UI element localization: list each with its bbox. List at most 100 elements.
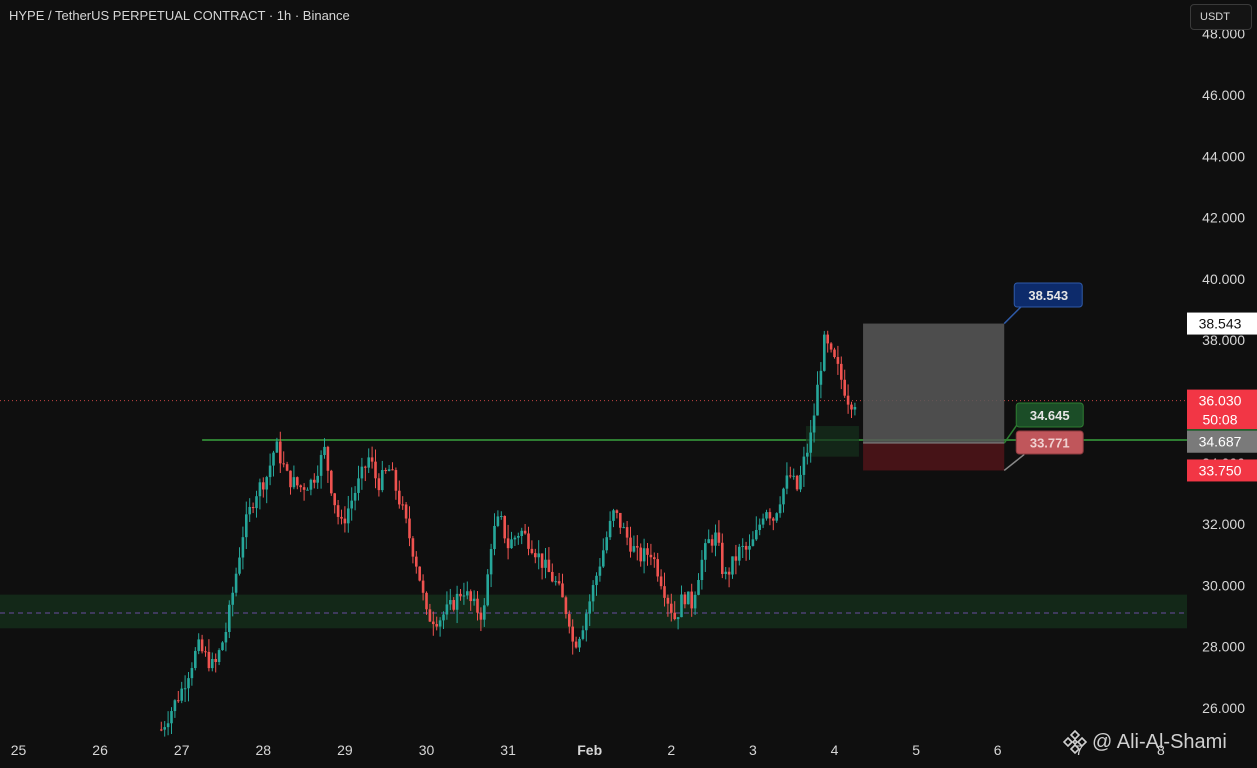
x-tick-label: 28: [256, 742, 272, 758]
candle-body: [523, 530, 527, 534]
candle-body: [245, 514, 248, 538]
candle-body: [595, 575, 598, 586]
candle-body: [231, 592, 234, 605]
candle-body: [207, 651, 211, 669]
candle-body: [503, 516, 506, 539]
candle-body: [809, 432, 812, 453]
candle-body: [292, 477, 296, 488]
candle-body: [384, 470, 387, 472]
candle-body: [826, 334, 829, 344]
candle-body: [833, 349, 836, 358]
price-axis-label-bg: [1187, 312, 1257, 335]
x-tick-label: 5: [912, 742, 920, 758]
candle-body: [177, 700, 180, 702]
x-tick-label: 29: [337, 742, 353, 758]
candle-body: [789, 475, 792, 477]
candle-body: [591, 585, 595, 602]
candle-body: [608, 520, 612, 538]
candle-body: [350, 500, 353, 509]
target-box: [863, 323, 1005, 444]
candle-body: [248, 506, 251, 515]
candle-body: [459, 593, 462, 597]
candle-body: [476, 598, 479, 613]
candle-body: [540, 553, 544, 568]
overlay-layer: 38.543 34.645 33.771: [1003, 282, 1084, 472]
candle-body: [568, 614, 571, 627]
candle-body: [163, 727, 166, 730]
y-tick-label: 38.000: [1202, 332, 1245, 348]
candle-body: [700, 559, 704, 581]
candle-body: [561, 583, 564, 598]
y-tick-label: 32.000: [1202, 516, 1245, 532]
candle-body: [466, 591, 469, 596]
candle-body: [302, 487, 306, 490]
stop-leader: [1003, 453, 1025, 472]
candle-body: [761, 518, 765, 525]
candle-body: [744, 545, 748, 550]
candle-body: [649, 554, 653, 558]
candle-body: [262, 482, 265, 490]
candle-body: [449, 600, 452, 605]
candle-body: [666, 597, 670, 604]
candle-body: [564, 597, 568, 615]
candle-body: [204, 651, 207, 653]
candle-body: [653, 557, 656, 560]
candle-body: [520, 530, 523, 537]
candle-body: [469, 591, 472, 602]
candle-body: [799, 474, 802, 490]
candle-body: [551, 571, 554, 582]
candle-body: [394, 470, 398, 491]
candle-body: [806, 452, 809, 457]
candle-body: [636, 546, 639, 548]
candle-body: [217, 650, 221, 662]
candles-layer: [160, 330, 857, 737]
y-tick-label: 46.000: [1202, 87, 1245, 103]
candle-body: [211, 658, 214, 669]
candle-body: [268, 465, 272, 478]
candle-body: [166, 723, 170, 728]
candle-body: [619, 512, 622, 528]
candle-body: [785, 475, 789, 489]
y-tick-label: 44.000: [1202, 148, 1245, 164]
candle-body: [836, 357, 840, 364]
candle-body: [840, 363, 843, 380]
candle-body: [778, 504, 782, 514]
candle-body: [367, 457, 370, 468]
candle-body: [557, 581, 561, 584]
candle-body: [306, 489, 309, 491]
candle-body: [214, 658, 217, 662]
x-tick-label: 26: [92, 742, 108, 758]
candle-body: [265, 477, 268, 490]
candle-body: [377, 478, 381, 491]
candle-body: [690, 591, 693, 609]
currency-button[interactable]: USDT: [1190, 4, 1252, 30]
candle-body: [432, 621, 435, 625]
target-label: 38.543: [1028, 288, 1068, 303]
price-axis-label-bg: [1187, 389, 1257, 430]
x-tick-label: 7: [1075, 742, 1083, 758]
candle-body: [622, 527, 625, 529]
candle-body: [795, 475, 799, 490]
candle-body: [428, 609, 432, 622]
candle-body: [160, 729, 163, 731]
candle-body: [697, 580, 700, 595]
candle-body: [816, 384, 819, 416]
candle-body: [197, 639, 200, 651]
candle-body: [710, 539, 714, 546]
x-tick-label: 27: [174, 742, 190, 758]
candle-body: [547, 559, 551, 572]
candle-body: [554, 581, 557, 583]
candle-body: [506, 538, 510, 549]
candle-body: [183, 688, 187, 690]
candle-body: [486, 574, 489, 606]
target-label-bg: [1013, 282, 1083, 308]
candle-body: [489, 549, 493, 575]
candle-body: [775, 513, 778, 521]
candle-body: [381, 470, 384, 491]
candle-body: [602, 550, 605, 567]
candle-body: [765, 512, 768, 519]
candle-body: [846, 395, 850, 405]
candle-body: [455, 593, 459, 610]
stop-box: [863, 443, 1005, 471]
